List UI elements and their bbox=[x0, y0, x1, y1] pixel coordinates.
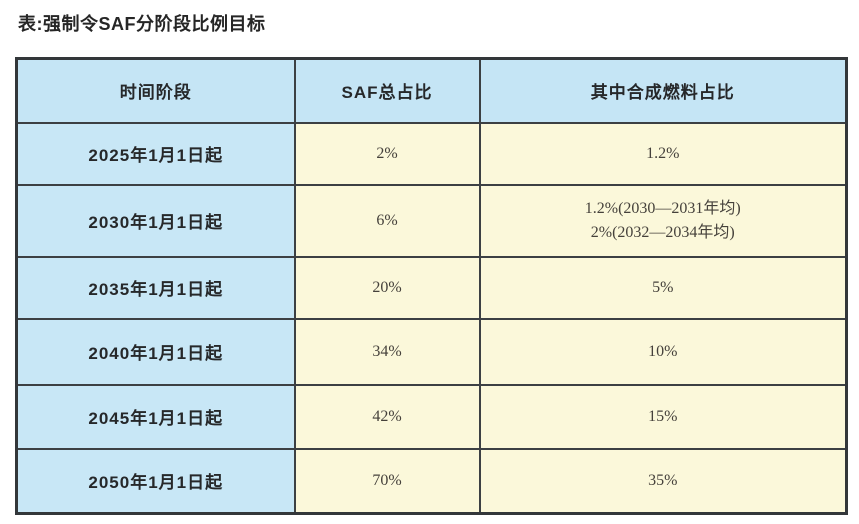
synthetic-cell: 10% bbox=[478, 317, 848, 386]
table-row: 2040年1月1日起 34% 10% bbox=[15, 317, 848, 386]
synthetic-cell: 15% bbox=[478, 383, 848, 450]
synthetic-value: 35% bbox=[648, 471, 678, 489]
synthetic-value-line-1: 1.2%(2030—2031年均) bbox=[584, 199, 741, 217]
table-row: 2035年1月1日起 20% 5% bbox=[15, 255, 848, 320]
synthetic-cell: 5% bbox=[478, 255, 848, 320]
saf-total-cell: 34% bbox=[293, 317, 481, 386]
synthetic-value-line-2: 2%(2032—2034年均) bbox=[590, 223, 735, 241]
saf-targets-table: 时间阶段 SAF总占比 其中合成燃料占比 2025年1月1日起 2% 1.2% … bbox=[15, 57, 848, 515]
synthetic-cell: 1.2%(2030—2031年均) 2%(2032—2034年均) bbox=[478, 183, 848, 258]
synthetic-cell: 35% bbox=[478, 447, 848, 515]
header-synthetic: 其中合成燃料占比 bbox=[478, 57, 848, 124]
saf-total-cell: 6% bbox=[293, 183, 481, 258]
period-cell: 2035年1月1日起 bbox=[15, 255, 296, 320]
period-cell: 2025年1月1日起 bbox=[15, 121, 296, 186]
period-cell: 2050年1月1日起 bbox=[15, 447, 296, 515]
period-cell: 2030年1月1日起 bbox=[15, 183, 296, 258]
synthetic-value: 5% bbox=[652, 278, 674, 296]
header-period: 时间阶段 bbox=[15, 57, 296, 124]
table-header-row: 时间阶段 SAF总占比 其中合成燃料占比 bbox=[15, 57, 848, 124]
synthetic-cell: 1.2% bbox=[478, 121, 848, 186]
table-caption: 表:强制令SAF分阶段比例目标 bbox=[18, 14, 266, 34]
table-row: 2045年1月1日起 42% 15% bbox=[15, 383, 848, 450]
period-cell: 2040年1月1日起 bbox=[15, 317, 296, 386]
synthetic-value: 10% bbox=[648, 342, 678, 360]
saf-total-cell: 70% bbox=[293, 447, 481, 515]
saf-total-cell: 42% bbox=[293, 383, 481, 450]
table-row: 2025年1月1日起 2% 1.2% bbox=[15, 121, 848, 186]
saf-total-cell: 20% bbox=[293, 255, 481, 320]
saf-total-cell: 2% bbox=[293, 121, 481, 186]
period-cell: 2045年1月1日起 bbox=[15, 383, 296, 450]
synthetic-value: 1.2% bbox=[646, 144, 680, 162]
table-row: 2030年1月1日起 6% 1.2%(2030—2031年均) 2%(2032—… bbox=[15, 183, 848, 258]
synthetic-value: 15% bbox=[648, 407, 678, 425]
table-row: 2050年1月1日起 70% 35% bbox=[15, 447, 848, 515]
header-saf-total: SAF总占比 bbox=[293, 57, 481, 124]
